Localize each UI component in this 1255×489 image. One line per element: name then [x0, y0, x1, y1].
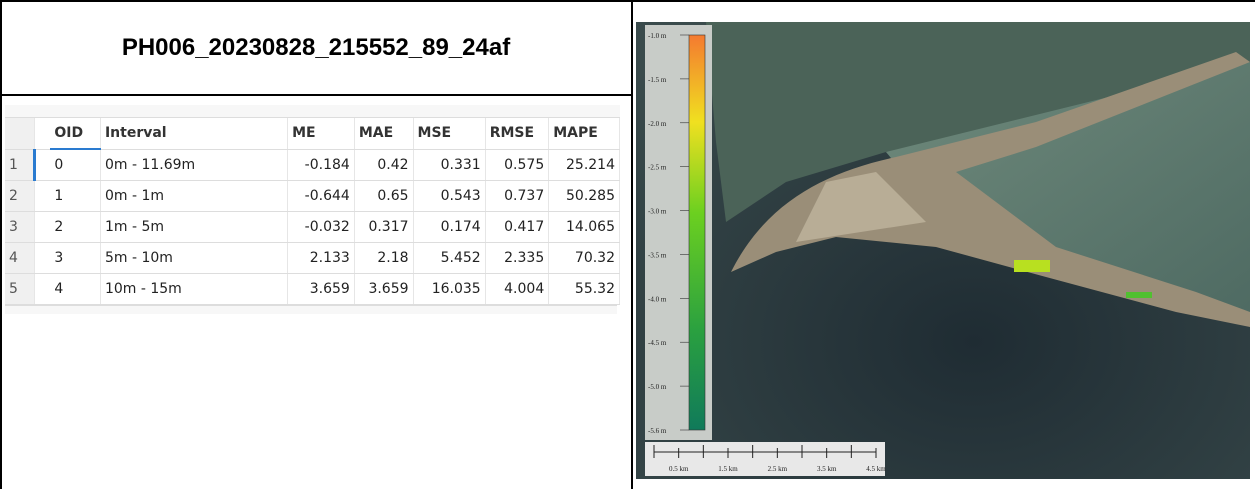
table-cell: 0m - 11.69m [100, 149, 287, 181]
spacer-cell [35, 274, 51, 305]
legend-label: -2.0 m [648, 120, 667, 128]
table-cell: 0.65 [354, 181, 413, 212]
table-cell: 0.317 [354, 212, 413, 243]
table-cell: 3.659 [288, 274, 355, 305]
legend-label: -4.5 m [648, 339, 667, 347]
column-header: MAPE [549, 118, 620, 149]
table-cell: 1m - 5m [100, 212, 287, 243]
table-cell: 55.32 [549, 274, 620, 305]
table-cell: 4 [50, 274, 100, 305]
table-cell: 0 [50, 149, 100, 181]
table-cell: 0.174 [413, 212, 485, 243]
spacer-cell [35, 118, 51, 149]
table-cell: 50.285 [549, 181, 620, 212]
table-cell: 1 [50, 181, 100, 212]
row-index: 3 [5, 212, 35, 243]
table-cell: 16.035 [413, 274, 485, 305]
table-cell: 0.543 [413, 181, 485, 212]
column-header: RMSE [485, 118, 549, 149]
row-index: 5 [5, 274, 35, 305]
page: PH006_20230828_215552_89_24af OIDInterva… [0, 0, 1255, 489]
scale-label: 2.5 km [768, 465, 788, 473]
table-cell: 2.18 [354, 243, 413, 274]
table-cell: 3.659 [354, 274, 413, 305]
column-header: OID [50, 118, 100, 149]
row-index: 1 [5, 149, 35, 181]
scale-label: 3.5 km [817, 465, 837, 473]
legend-label: -2.5 m [648, 164, 667, 172]
spacer-cell [35, 212, 51, 243]
table-footer [5, 305, 617, 314]
legend-label: -5.6 m [648, 427, 667, 435]
table-cell: 4.004 [485, 274, 549, 305]
row-index: 2 [5, 181, 35, 212]
table-cell: 2.335 [485, 243, 549, 274]
column-header: Interval [100, 118, 287, 149]
corner-cell [5, 118, 35, 149]
table-cell: 2.133 [288, 243, 355, 274]
legend-label: -5.0 m [648, 383, 667, 391]
row-index: 4 [5, 243, 35, 274]
table-cell: 0.417 [485, 212, 549, 243]
table-cell: 0.42 [354, 149, 413, 181]
legend-label: -3.5 m [648, 251, 667, 259]
map: -1.0 m -1.5 m -2.0 m -2.5 m -3.0 m -3.5 m -4.0… [636, 22, 1250, 479]
table-cell: 2 [50, 212, 100, 243]
table-cell: 3 [50, 243, 100, 274]
table-cell: 70.32 [549, 243, 620, 274]
highlight-area [1014, 260, 1050, 272]
table-cell: 14.065 [549, 212, 620, 243]
table-cell: 25.214 [549, 149, 620, 181]
table-cell: -0.644 [288, 181, 355, 212]
table-cell: 5.452 [413, 243, 485, 274]
scale-label: 4.5 km [866, 465, 886, 473]
toolbar-strip [5, 105, 620, 118]
spacer-cell [35, 181, 51, 212]
table-cell: 0.575 [485, 149, 549, 181]
table-cell: -0.184 [288, 149, 355, 181]
column-header: ME [288, 118, 355, 149]
spacer-cell [35, 149, 51, 181]
table-cell: 0.331 [413, 149, 485, 181]
table-cell: 10m - 15m [100, 274, 287, 305]
column-header: MSE [413, 118, 485, 149]
table-cell: -0.032 [288, 212, 355, 243]
table-cell: 0.737 [485, 181, 549, 212]
color-bar [689, 35, 705, 430]
column-header: MAE [354, 118, 413, 149]
legend-label: -1.0 m [648, 32, 667, 40]
scale-label: 0.5 km [669, 465, 689, 473]
highlight-area [1126, 292, 1152, 298]
spacer-cell [35, 243, 51, 274]
legend-label: -4.0 m [648, 295, 667, 303]
legend-label: -1.5 m [648, 76, 667, 84]
title: PH006_20230828_215552_89_24af [0, 0, 632, 95]
scale-label: 1.5 km [718, 465, 738, 473]
legend-label: -3.0 m [648, 208, 667, 216]
table-cell: 5m - 10m [100, 243, 287, 274]
table-cell: 0m - 1m [100, 181, 287, 212]
